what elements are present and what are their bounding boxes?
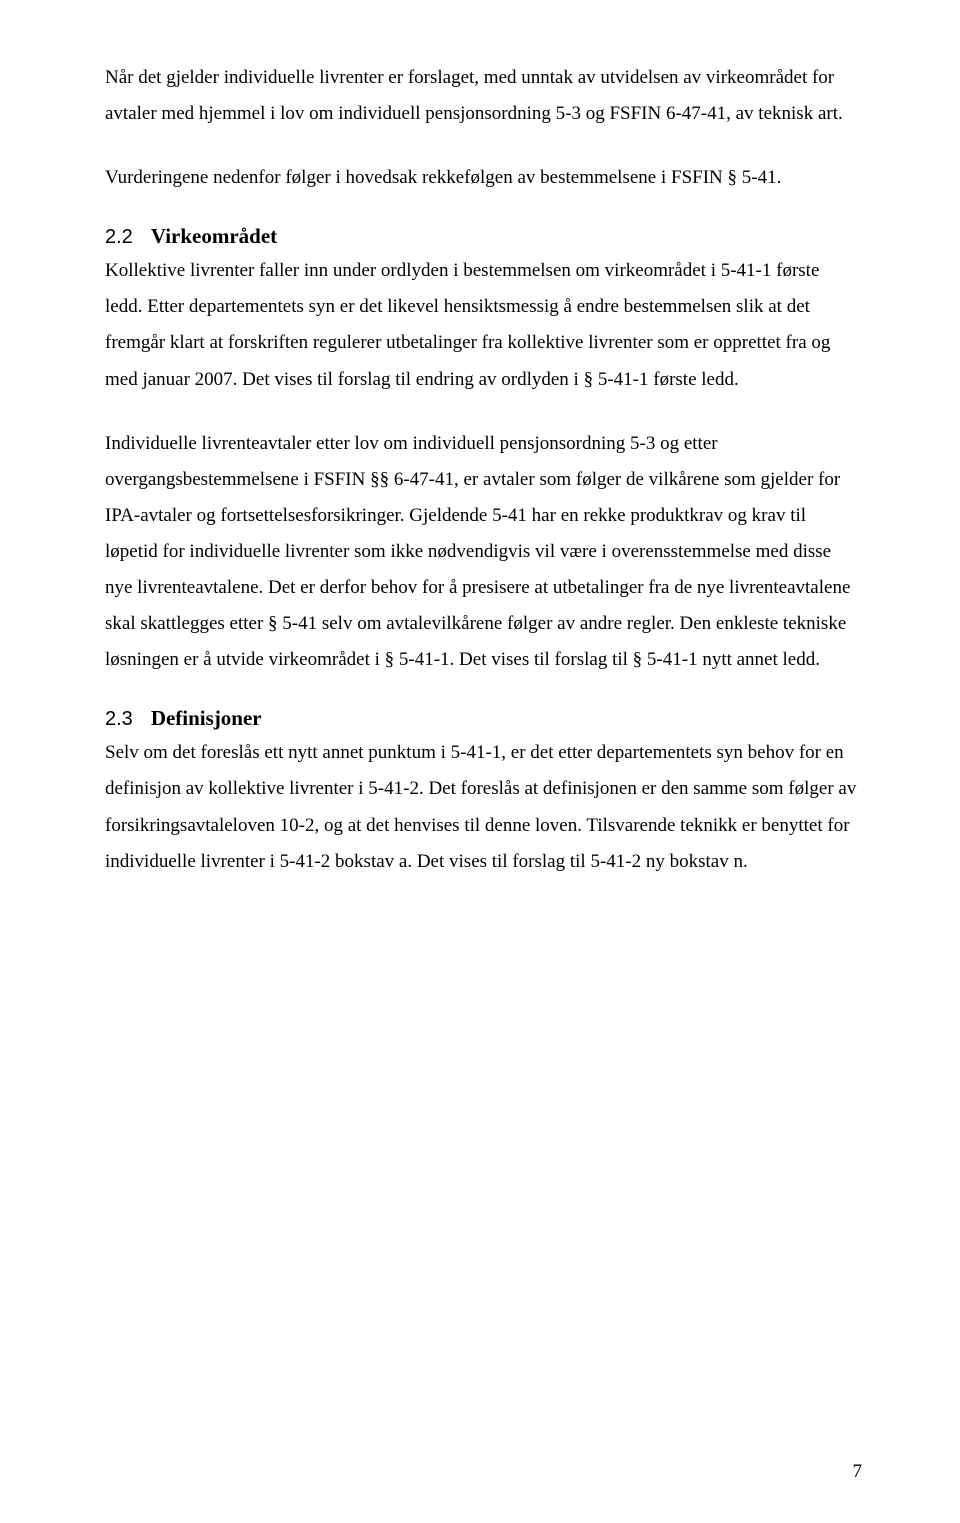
- body-paragraph: Kollektive livrenter faller inn under or…: [105, 253, 860, 397]
- heading-title: Virkeområdet: [151, 224, 277, 248]
- body-paragraph: Når det gjelder individuelle livrenter e…: [105, 60, 860, 132]
- section-heading: 2.3 Definisjoner: [105, 706, 860, 731]
- heading-number: 2.2: [105, 226, 133, 248]
- heading-number: 2.3: [105, 708, 133, 730]
- heading-title: Definisjoner: [151, 706, 262, 730]
- body-paragraph: Vurderingene nedenfor følger i hovedsak …: [105, 160, 860, 196]
- section-heading: 2.2 Virkeområdet: [105, 224, 860, 249]
- page-number: 7: [853, 1461, 863, 1483]
- body-paragraph: Selv om det foreslås ett nytt annet punk…: [105, 735, 860, 879]
- body-paragraph: Individuelle livrenteavtaler etter lov o…: [105, 426, 860, 679]
